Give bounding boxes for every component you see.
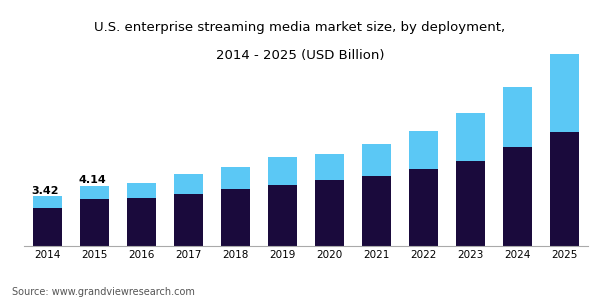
Bar — [268, 157, 296, 185]
Bar — [34, 196, 62, 208]
Bar — [550, 132, 578, 246]
Bar — [34, 208, 62, 246]
Bar — [362, 176, 391, 246]
Bar — [503, 87, 532, 147]
Bar — [457, 113, 485, 161]
Text: Source: www.grandviewresearch.com: Source: www.grandviewresearch.com — [12, 287, 195, 297]
Text: 2014 - 2025 (USD Billion): 2014 - 2025 (USD Billion) — [216, 50, 384, 62]
Bar — [175, 174, 203, 194]
Text: 3.42: 3.42 — [31, 186, 59, 196]
Bar — [503, 147, 532, 246]
Bar — [409, 169, 437, 246]
Bar — [127, 183, 155, 198]
Bar — [362, 144, 391, 176]
Bar — [221, 189, 250, 246]
Bar — [80, 200, 109, 246]
Bar — [80, 186, 109, 200]
Bar — [268, 185, 296, 246]
Bar — [175, 194, 203, 246]
Bar — [127, 198, 155, 246]
Bar — [409, 131, 437, 169]
Bar — [221, 167, 250, 189]
Legend: On-premise, Cloud: On-premise, Cloud — [226, 298, 386, 300]
Text: 4.14: 4.14 — [78, 176, 106, 185]
Text: U.S. enterprise streaming media market size, by deployment,: U.S. enterprise streaming media market s… — [94, 21, 506, 34]
Bar — [316, 180, 344, 246]
Bar — [550, 54, 578, 132]
Bar — [316, 154, 344, 180]
Bar — [457, 161, 485, 246]
